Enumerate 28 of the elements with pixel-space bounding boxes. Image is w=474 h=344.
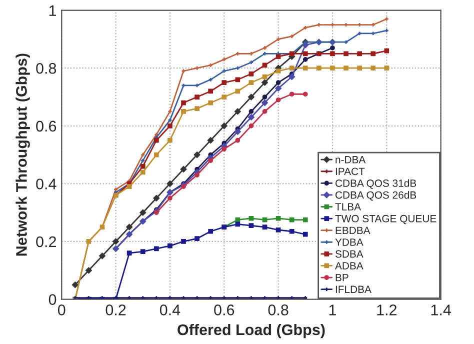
x-axis-title: Offered Load (Gbps) xyxy=(178,324,325,338)
y-tick-label: 0.6 xyxy=(36,120,56,132)
legend-label: TLBA xyxy=(335,203,362,210)
x-tick-label: 1 xyxy=(329,304,336,316)
legend-label: YDBA xyxy=(335,238,364,246)
legend-label: ADBA xyxy=(335,262,364,270)
x-tick-label: 1.4 xyxy=(431,304,451,316)
legend-label: BP xyxy=(336,274,348,282)
x-tick-label: 0.4 xyxy=(160,304,180,316)
y-axis-title: Network Throughput (Gbps) xyxy=(16,54,30,256)
y-tick-label: 0.2 xyxy=(36,236,56,248)
legend-label: SDBA xyxy=(335,250,364,258)
y-tick-label: 0.4 xyxy=(36,178,56,190)
y-tick-label: 1 xyxy=(49,5,56,16)
legend-label: CDBA QOS 31dB xyxy=(336,179,416,189)
x-tick-label: 0.8 xyxy=(268,304,288,316)
x-tick-label: 0.6 xyxy=(214,304,234,316)
legend-label: n-DBA xyxy=(336,156,366,164)
x-tick-label: 0.2 xyxy=(106,304,126,316)
x-tick-label: 0 xyxy=(58,304,66,316)
legend-label: CDBA QOS 26dB xyxy=(336,191,416,201)
legend-label: TWO STAGE QUEUE xyxy=(335,214,436,224)
y-tick-label: 0 xyxy=(48,294,56,305)
legend-label: IPACT xyxy=(336,168,365,176)
legend-label: EBDBA xyxy=(336,226,370,234)
y-tick-label: 0.8 xyxy=(36,62,56,74)
legend-label: IFLDBA xyxy=(336,286,372,293)
x-tick-label: 1.2 xyxy=(377,304,396,316)
